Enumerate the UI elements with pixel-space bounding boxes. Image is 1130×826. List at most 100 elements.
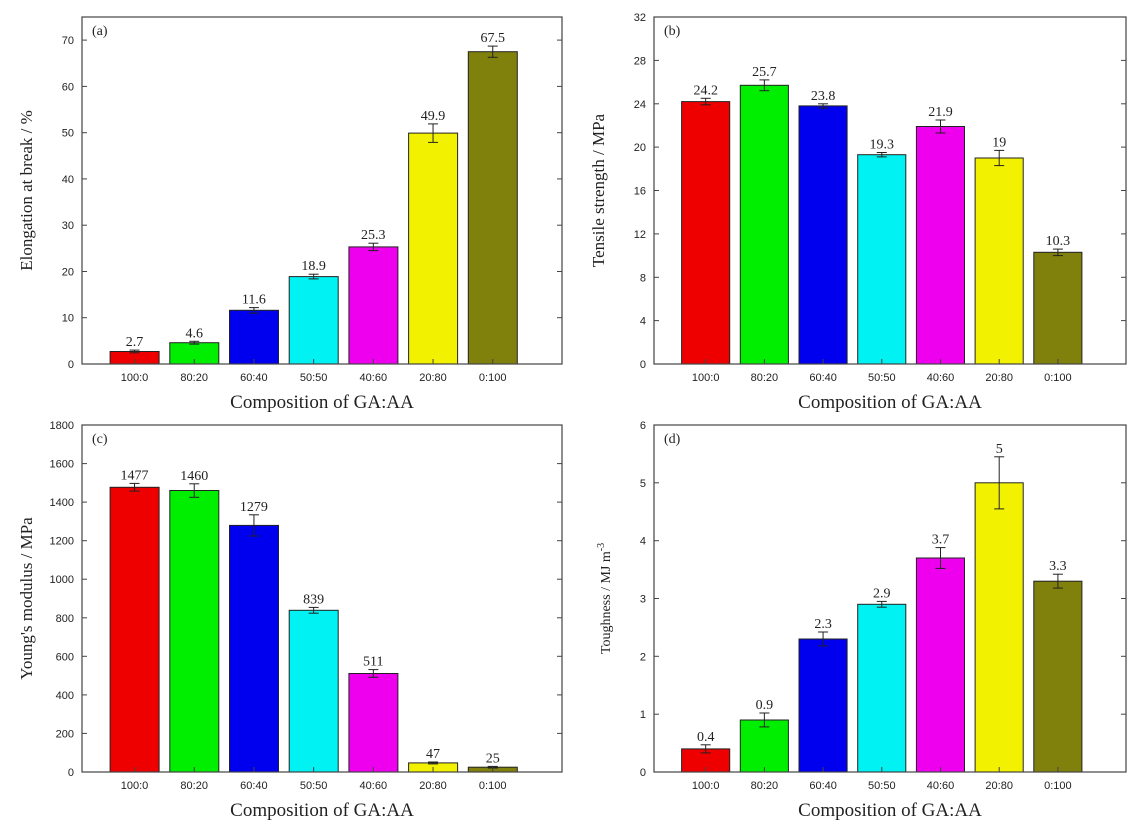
x-tick-label-b-6: 20:80: [985, 372, 1013, 384]
plot-frame-c: [81, 424, 563, 773]
y-tick-label-d-0: 0: [640, 767, 646, 779]
error-bar-d-5: [935, 547, 946, 569]
y-axis-title-d: Toughness / MJ m-3: [596, 543, 614, 654]
y-tick-label-d-3: 3: [640, 594, 646, 606]
bar-b-2: [739, 84, 789, 365]
error-bar-b-1: [700, 97, 711, 106]
chart-panel-c: 1477 100:0 1460 80:20 1279 60:40 839 50:50 511 40…: [17, 420, 563, 821]
data-label-b-4: 19.3: [870, 138, 895, 153]
y-tick-label-b-3: 12: [634, 229, 646, 241]
y-tick-label-c-7: 1400: [50, 497, 74, 509]
y-axis-title-c: Young's modulus / MPa: [17, 517, 36, 680]
panel-label-b: (b): [664, 24, 681, 39]
x-tick-label-d-3: 60:40: [809, 780, 837, 792]
plot-frame-b: [653, 16, 1127, 365]
bar-d-7: [1033, 580, 1083, 773]
data-label-a-5: 25.3: [361, 228, 386, 243]
x-axis-title-d: Composition of GA:AA: [798, 800, 982, 821]
data-label-d-1: 0.4: [697, 730, 715, 745]
y-axis-title-a: Elongation at break / %: [17, 110, 36, 271]
error-bar-c-5: [368, 669, 379, 678]
data-label-d-7: 3.3: [1049, 559, 1067, 574]
error-bar-a-5: [368, 242, 379, 252]
error-bar-b-5: [935, 119, 946, 134]
y-tick-label-c-2: 400: [56, 690, 74, 702]
bar-c-3: [229, 524, 279, 773]
bar-b-1: [681, 101, 731, 365]
y-tick-label-a-3: 30: [62, 220, 74, 232]
y-tick-label-b-4: 16: [634, 186, 646, 198]
error-bar-c-2: [189, 483, 200, 498]
plot-frame-a: [81, 16, 563, 365]
y-tick-label-a-4: 40: [62, 174, 74, 186]
bar-d-2: [739, 719, 789, 773]
x-tick-label-b-3: 60:40: [809, 372, 837, 384]
y-tick-label-b-7: 28: [634, 55, 646, 67]
data-label-d-2: 0.9: [756, 698, 774, 713]
bar-c-2: [169, 490, 220, 773]
bar-b-4: [857, 154, 907, 365]
data-label-b-2: 25.7: [752, 65, 777, 80]
data-label-c-5: 511: [363, 655, 383, 670]
y-tick-label-c-5: 1000: [50, 574, 74, 586]
x-axis-title-c: Composition of GA:AA: [230, 800, 414, 821]
error-bar-a-6: [428, 123, 439, 143]
x-tick-label-c-4: 50:50: [300, 780, 328, 792]
data-label-a-3: 11.6: [242, 293, 266, 308]
panel-label-a: (a): [92, 24, 108, 39]
x-tick-label-a-5: 40:60: [360, 372, 388, 384]
data-label-a-6: 49.9: [421, 109, 446, 124]
bar-a-7: [467, 51, 518, 365]
bar-d-5: [915, 557, 966, 773]
bar-c-5: [348, 673, 399, 773]
panel-label-c: (c): [92, 432, 108, 447]
y-tick-label-b-6: 24: [634, 99, 646, 111]
x-tick-label-c-1: 100:0: [121, 780, 149, 792]
chart-panel-a: 2.7 100:0 4.6 80:20 11.6 60:40 18.9 50:50 25.3 40…: [17, 16, 563, 413]
data-label-b-6: 19: [992, 135, 1006, 150]
y-tick-label-d-1: 1: [640, 709, 646, 721]
x-tick-label-a-3: 60:40: [240, 372, 268, 384]
x-tick-label-d-1: 100:0: [692, 780, 720, 792]
chart-panel-b: 24.2 100:0 25.7 80:20 23.8 60:40 19.3 50:50 21.9…: [589, 12, 1127, 413]
data-label-d-4: 2.9: [873, 586, 891, 601]
data-label-c-7: 25: [486, 751, 500, 766]
x-axis-title-b: Composition of GA:AA: [798, 392, 982, 413]
error-bar-a-3: [248, 307, 259, 314]
x-tick-label-d-7: 0:100: [1044, 780, 1072, 792]
x-tick-label-b-7: 0:100: [1044, 372, 1072, 384]
x-tick-label-d-2: 80:20: [751, 780, 779, 792]
y-tick-label-b-0: 0: [640, 359, 646, 371]
data-label-d-5: 3.7: [932, 533, 950, 548]
data-label-d-3: 2.3: [814, 617, 832, 632]
bar-a-6: [408, 132, 459, 365]
bar-d-4: [857, 603, 907, 773]
y-tick-label-c-3: 600: [56, 651, 74, 663]
error-bar-a-4: [308, 273, 319, 280]
bar-c-4: [288, 609, 339, 773]
data-label-a-7: 67.5: [480, 31, 505, 46]
data-label-d-6: 5: [996, 442, 1003, 457]
error-bar-a-2: [189, 340, 200, 345]
bar-b-5: [915, 126, 966, 365]
x-tick-label-a-7: 0:100: [479, 372, 507, 384]
data-label-b-1: 24.2: [693, 83, 718, 98]
bar-b-7: [1033, 251, 1083, 365]
data-label-c-1: 1477: [121, 468, 149, 483]
error-bar-c-3: [248, 514, 259, 537]
y-tick-label-b-1: 4: [640, 316, 646, 328]
y-tick-label-b-2: 8: [640, 272, 646, 284]
plot-frame-d: [653, 424, 1127, 773]
x-tick-label-b-1: 100:0: [692, 372, 720, 384]
x-tick-label-a-1: 100:0: [121, 372, 149, 384]
y-tick-label-c-6: 1200: [50, 536, 74, 548]
data-label-a-4: 18.9: [301, 259, 326, 274]
y-tick-label-d-5: 5: [640, 478, 646, 490]
y-tick-label-a-5: 50: [62, 128, 74, 140]
error-bar-d-3: [818, 631, 829, 647]
data-label-c-4: 839: [303, 592, 324, 607]
data-label-a-1: 2.7: [126, 335, 144, 350]
x-tick-label-c-5: 40:60: [360, 780, 388, 792]
y-tick-label-d-6: 6: [640, 420, 646, 432]
chart-panel-d: 0.4 100:0 0.9 80:20 2.3 60:40 2.9 50:50 3.7 40:60…: [596, 420, 1127, 821]
